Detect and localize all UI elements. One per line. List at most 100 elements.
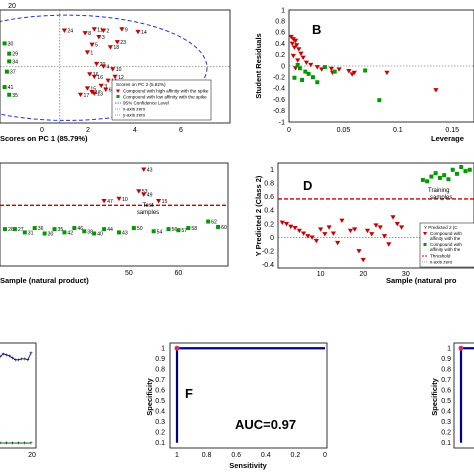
panel-g-ytick: 0.5: [441, 398, 451, 405]
data-point-triangle: [107, 45, 113, 50]
data-point-label: 34: [12, 59, 18, 65]
data-point-triangle: [398, 225, 405, 230]
panel-a-ytick: 20: [8, 3, 16, 10]
panel-f-xtick: 0: [323, 452, 327, 459]
panel-b-ylabel: Student Residuals: [254, 33, 263, 98]
data-point-square: [459, 165, 464, 170]
data-point-triangle: [336, 67, 342, 72]
panel-a-legend-high: Compound with high affinity with the spi…: [123, 89, 209, 94]
data-point-triangle: [347, 228, 354, 234]
legend-triangle-icon: [423, 232, 427, 236]
data-point-square: [306, 71, 311, 76]
data-point-label: 57: [181, 228, 187, 234]
data-point-triangle: [314, 65, 320, 70]
data-point-square: [22, 230, 27, 235]
data-point-plus: +: [23, 441, 27, 447]
panel-f-ytick: 0.2: [155, 430, 165, 437]
data-point-label: 29: [12, 52, 18, 58]
data-point-label: 41: [8, 85, 14, 91]
panel-c-annotation: Test: [142, 203, 153, 209]
panel-b-marks: [288, 34, 474, 103]
data-point-triangle: [135, 29, 141, 35]
panel-b-xtick: 0.15: [445, 127, 459, 134]
panel-a-xtick: 2: [86, 127, 90, 134]
panel-g-ytick: 0.6: [441, 388, 451, 395]
panel-g-yticks: 1 0.9 0.8 0.7 0.6 0.5 0.4 0.3 0.2 0.1: [441, 346, 451, 448]
data-point-label: 18: [113, 45, 119, 51]
data-point-label: 44: [107, 227, 113, 233]
data-point-square: [363, 68, 368, 73]
panel-a-xtick: 6: [179, 127, 183, 134]
panel-d-xtick: 20: [359, 271, 367, 278]
data-point-square: [450, 167, 455, 172]
data-point-label: 23: [120, 40, 126, 46]
panel-a-legend-low: Compound with low affinity with the spik…: [123, 95, 207, 100]
data-point-triangle: [373, 223, 379, 228]
data-point-triangle: [335, 240, 341, 246]
series-line: [0, 352, 32, 361]
data-point-triangle: [136, 189, 142, 194]
panel-d-legend-box: [419, 222, 474, 268]
data-point-square: [454, 171, 459, 176]
panel-f-yticks: 1 0.9 0.8 0.7 0.6 0.5 0.4 0.3 0.2 0.1: [155, 346, 165, 448]
data-point-label: 54: [157, 229, 163, 235]
panel-f-xtick: 0.2: [291, 452, 301, 459]
data-point-triangle: [360, 257, 366, 263]
data-point-label: 5: [95, 43, 98, 49]
data-point-triangle: [296, 47, 302, 52]
panel-c-xlabel: Sample (natural product): [0, 276, 89, 285]
data-point-triangle: [433, 88, 439, 93]
data-point-label: 10: [122, 197, 128, 203]
data-point-square: [463, 169, 468, 174]
data-point-square: [2, 227, 7, 232]
data-point-label: 27: [18, 227, 24, 233]
data-point-square: [82, 229, 87, 234]
data-point-triangle: [381, 234, 388, 239]
panel-d-xtick: 30: [402, 271, 410, 278]
panel-f-ytick: 0.9: [155, 356, 165, 363]
panel-a-legend-box: [111, 79, 212, 121]
data-point-triangle: [82, 31, 88, 36]
panel-b-ytick: -0.6: [273, 97, 285, 104]
data-point-label: 2: [107, 29, 110, 35]
data-point-square: [295, 62, 300, 67]
data-point-square: [176, 228, 181, 233]
data-point-label: 14: [141, 30, 147, 36]
data-point-square: [151, 229, 156, 234]
panel-f-ytick: 0.1: [155, 440, 165, 447]
data-point-triangle: [89, 42, 95, 48]
panel-d-legend-item: x-axis zero: [430, 260, 453, 265]
panel-b-ytick: 1: [281, 7, 285, 14]
panel-f-roc: F AUC=0.97 10.90.80.70.60.50.40.30.20.1 …: [145, 342, 328, 470]
panel-f-ytick: 1: [161, 346, 165, 353]
panel-d-legend: Y Predicted 2 (C Compound with affinity …: [419, 222, 474, 268]
panel-a-legend-yzero: y-axis zero: [123, 113, 146, 118]
data-point-plus: +: [11, 441, 15, 447]
data-point-label: 15: [90, 86, 96, 92]
data-point-label: 58: [191, 226, 197, 232]
panel-b-letter: B: [312, 22, 321, 37]
data-point-square: [442, 173, 447, 178]
panel-f-xtick: 0.4: [261, 452, 271, 459]
panel-d-ytick: -0.4: [262, 262, 274, 269]
data-point-label: 47: [107, 199, 113, 205]
panel-b-ytick: -0.2: [273, 75, 285, 82]
panel-f-xtick: 0.8: [202, 452, 212, 459]
panel-a-xlabel: Scores on PC 1 (85.79%): [0, 134, 88, 143]
panel-f-xtick: 0.6: [231, 452, 241, 459]
data-point-square: [4, 69, 9, 74]
panel-f-ylabel: Specificity: [145, 377, 154, 415]
data-point-triangle: [103, 87, 109, 93]
data-point-plus: +: [8, 354, 12, 360]
data-point-label: 31: [28, 230, 34, 236]
panel-b-ytick: 0.8: [275, 19, 285, 26]
data-point-triangle: [100, 64, 107, 69]
panel-g-frame: [453, 342, 474, 449]
panel-f-letter: F: [185, 386, 193, 401]
panel-c-xtick: 50: [125, 270, 133, 277]
data-point-square: [332, 69, 337, 74]
data-point-label: 35: [12, 93, 18, 99]
data-point-square: [315, 80, 320, 85]
data-point-square: [102, 227, 107, 232]
